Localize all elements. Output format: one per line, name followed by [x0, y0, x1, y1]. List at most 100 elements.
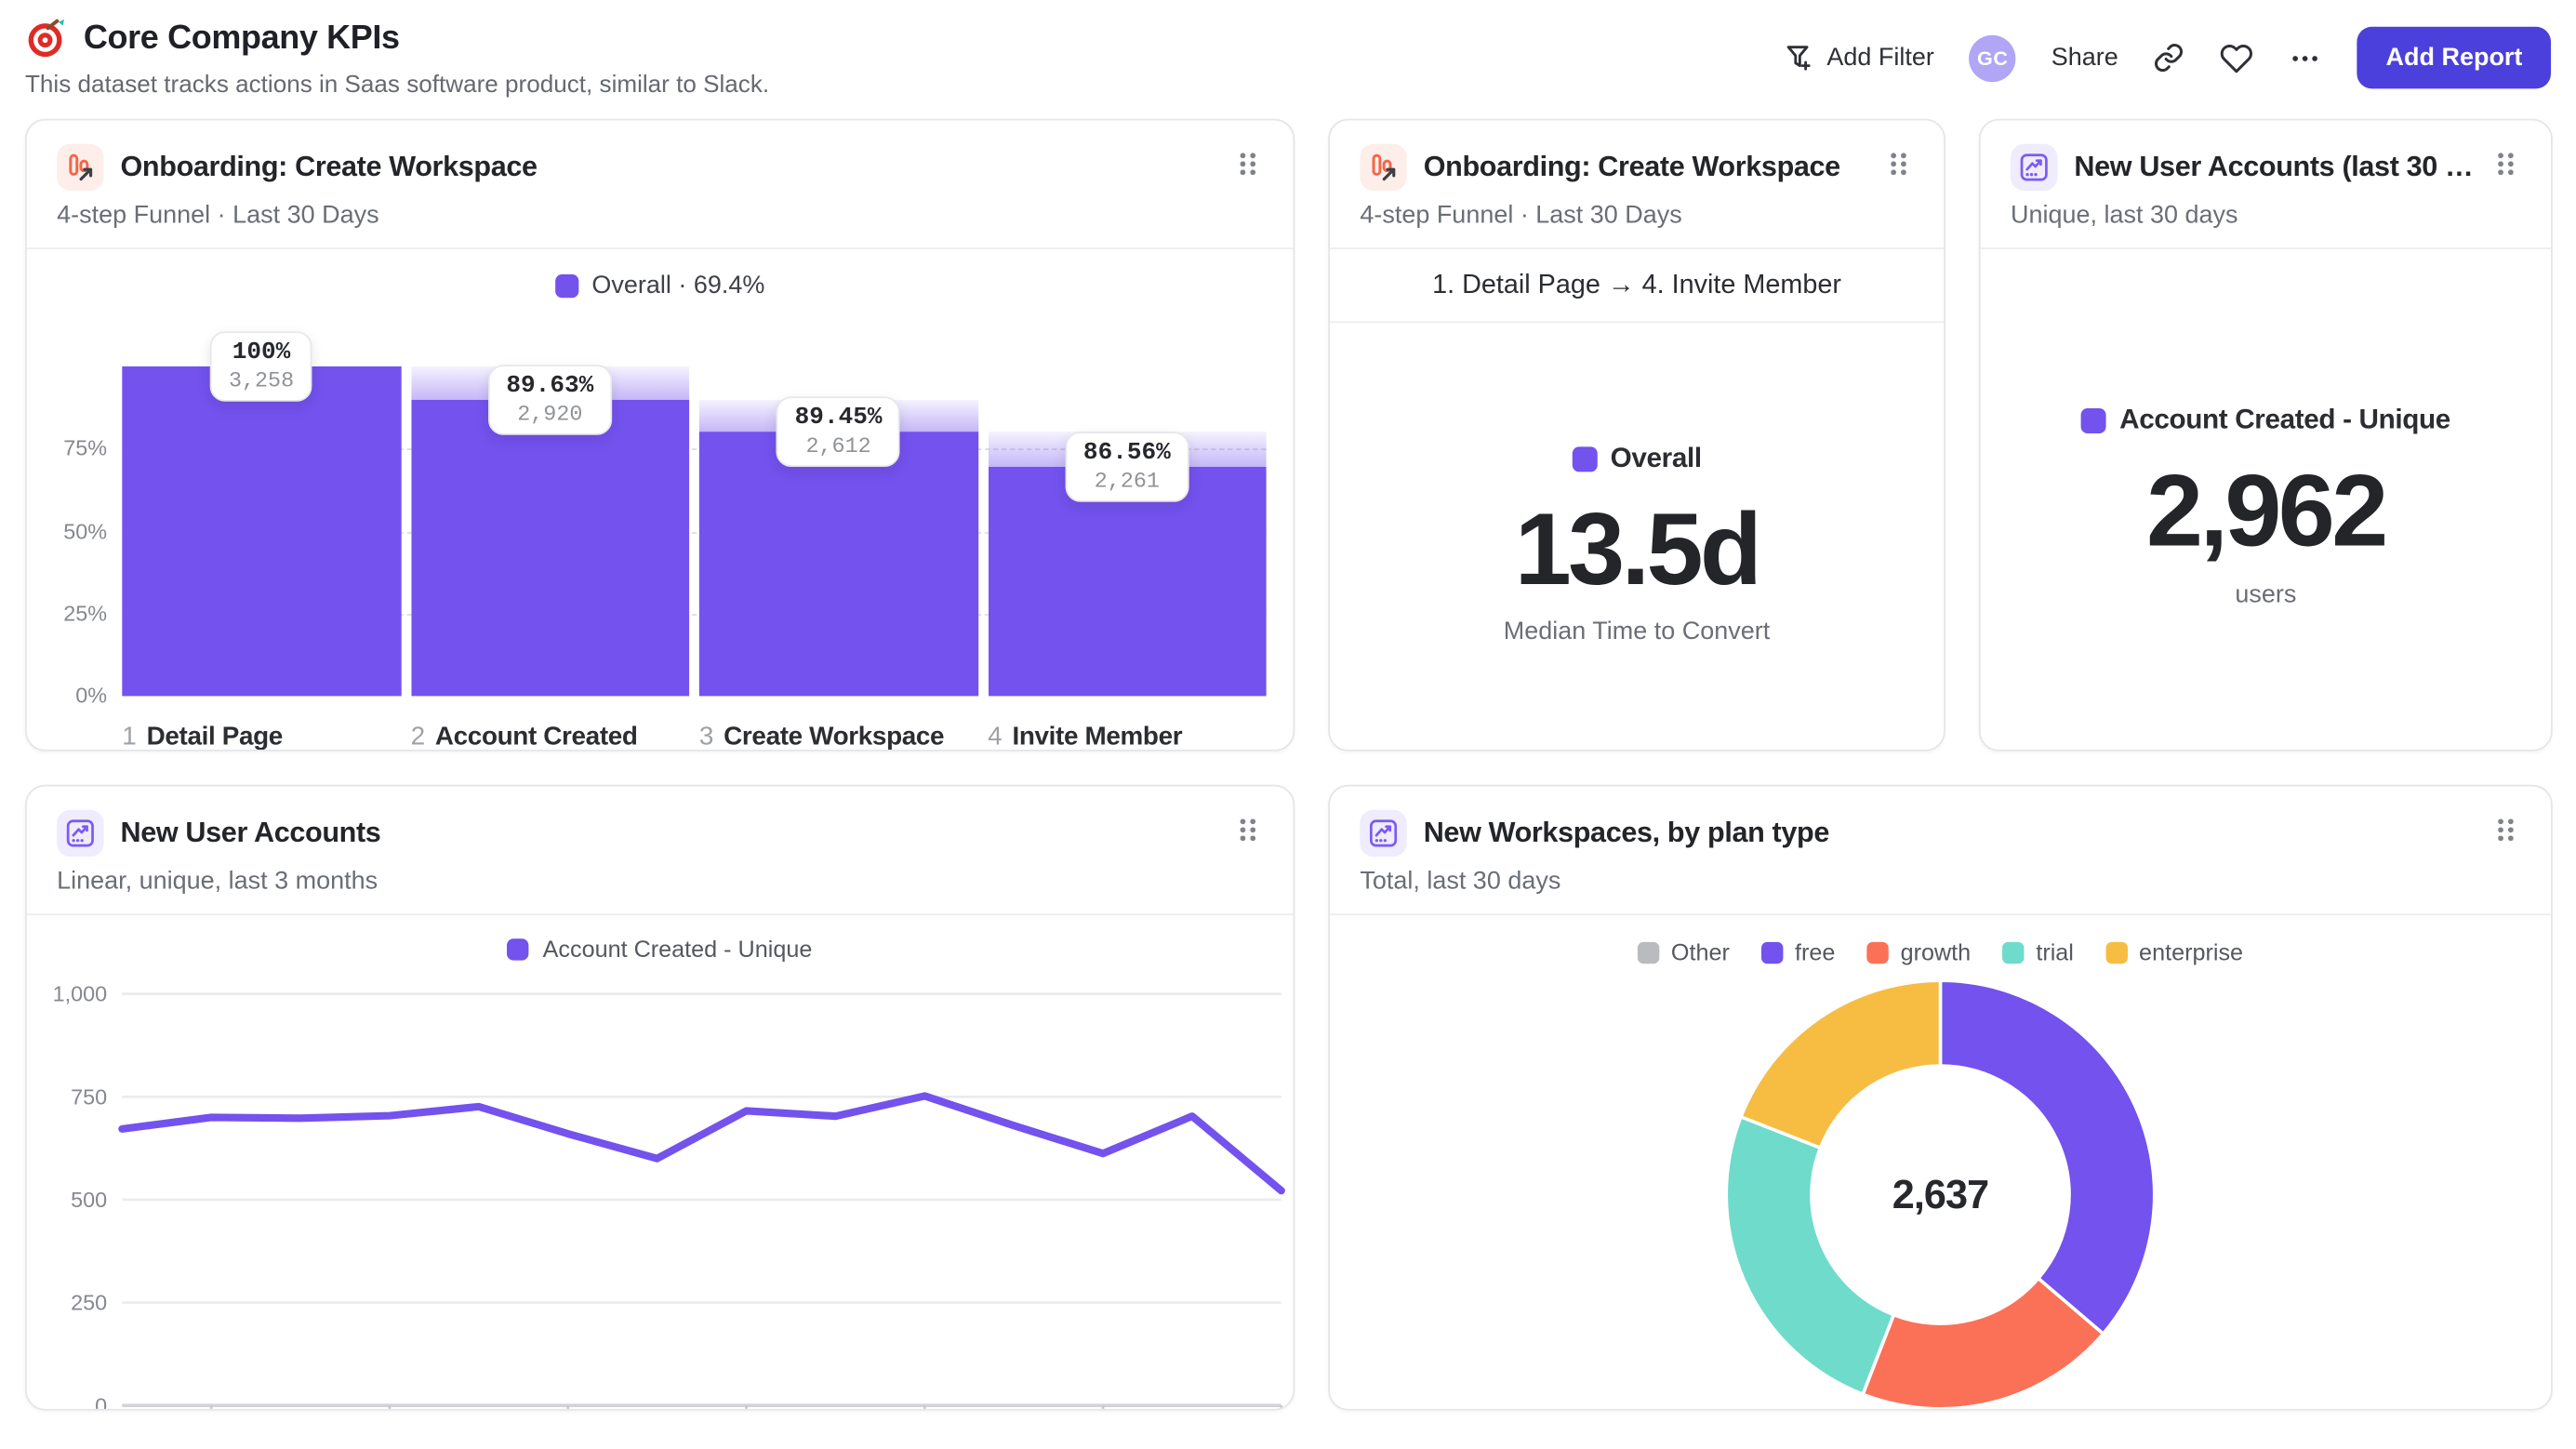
legend-label: trial [2036, 938, 2074, 966]
line-chart-icon [57, 809, 104, 857]
legend-swatch [1572, 446, 1598, 472]
card-subtitle: 4-step Funnel · Last 30 Days [1360, 200, 1682, 230]
donut-legend: Other free growth trial enterprise [1330, 938, 2551, 965]
line-ytick-label: 250 [71, 1291, 107, 1315]
donut-legend-item-free[interactable]: free [1761, 938, 1835, 965]
funnel-chart-icon [57, 143, 104, 192]
funnel-step-label: 4 Invite Member [988, 723, 1183, 751]
legend-label: Overall [1610, 443, 1702, 474]
funnel-chart[interactable]: 75% 50% 25% 0% 100% 3,258 89.63% 2,920 89.45% 2,6… [27, 326, 1294, 709]
donut-slice-free[interactable] [1938, 978, 2157, 1336]
card-new-user-accounts-30d: New User Accounts (last 30 days) Unique,… [1978, 118, 2553, 751]
legend-swatch [1637, 940, 1660, 964]
legend-swatch [2002, 940, 2025, 964]
card-title: New Workspaces, by plan type [1423, 816, 1830, 849]
metric-legend: Account Created - Unique [2080, 405, 2450, 437]
card-workspaces-by-plan: New Workspaces, by plan type Total, last… [1328, 784, 2553, 1411]
drag-handle-icon[interactable] [2490, 811, 2520, 857]
divider [1329, 913, 2552, 916]
unique-users-value: 2,962 [2146, 454, 2388, 568]
funnel-value-tooltip: 89.63% 2,920 [487, 365, 613, 436]
funnel-step-range: 1. Detail Page → 4. Invite Member [1432, 270, 1841, 299]
card-subtitle: 4-step Funnel · Last 30 Days [57, 200, 379, 230]
legend-swatch [1761, 940, 1784, 964]
funnel-step-label: 2 Account Created [410, 723, 638, 751]
divider [1980, 247, 2552, 250]
metric-area: Overall 13.5d Median Time to Convert [1330, 323, 1944, 750]
funnel-value-tooltip: 89.45% 2,612 [776, 396, 901, 468]
card-header: Onboarding: Create Workspace [27, 121, 1294, 192]
metric-area: Account Created - Unique 2,962 users [1981, 249, 2551, 750]
avatar[interactable]: GC [1969, 33, 2016, 82]
drag-handle-icon[interactable] [1883, 145, 1913, 191]
legend-swatch [2105, 940, 2128, 964]
page-header: Core Company KPIs This dataset tracks ac… [0, 0, 2576, 99]
card-title: New User Accounts (last 30 days) [2074, 150, 2475, 183]
funnel-gridline [122, 613, 1267, 616]
card-header: New User Accounts (last 30 days) [1981, 121, 2551, 192]
divider [1329, 247, 1945, 250]
line-chart-icon [1360, 809, 1407, 857]
funnel-ytick-label: 0% [75, 683, 108, 709]
copy-link-button[interactable] [2154, 42, 2185, 73]
donut-slice-growth[interactable] [1860, 1275, 2106, 1409]
drag-handle-icon[interactable] [1233, 811, 1263, 857]
line-ytick-label: 0 [95, 1393, 107, 1410]
funnel-bar-step-3[interactable] [698, 432, 978, 697]
funnel-bar-step-1[interactable] [122, 366, 401, 697]
divider [26, 247, 1294, 250]
donut-legend-item-growth[interactable]: growth [1866, 938, 1971, 965]
legend-label: Account Created - Unique [542, 935, 813, 963]
card-title: Onboarding: Create Workspace [1423, 150, 1841, 183]
donut-slice-trial[interactable] [1724, 1114, 1896, 1397]
donut-legend-item-other[interactable]: Other [1637, 938, 1730, 965]
legend-swatch [507, 937, 530, 960]
line-series[interactable] [118, 1092, 1285, 1195]
favorite-button[interactable] [2220, 41, 2253, 74]
funnel-step-label: 3 Create Workspace [698, 723, 945, 751]
legend-swatch [2080, 408, 2106, 434]
line-legend: Account Created - Unique [27, 935, 1294, 963]
card-header: New Workspaces, by plan type [1330, 787, 2551, 857]
donut-legend-item-trial[interactable]: trial [2002, 938, 2074, 965]
donut-svg[interactable] [1330, 965, 2551, 1411]
more-options-button[interactable] [2289, 41, 2322, 74]
funnel-chart-icon [1360, 143, 1407, 192]
line-chart-icon [2011, 143, 2058, 192]
add-report-button[interactable]: Add Report [2357, 26, 2552, 89]
card-title: New User Accounts [120, 816, 381, 849]
card-median-time: Onboarding: Create Workspace 4-step Funn… [1328, 118, 1945, 751]
funnel-gridline [122, 448, 1267, 451]
card-subtitle: Linear, unique, last 3 months [57, 866, 378, 896]
legend-label: Overall · 69.4% [591, 271, 765, 300]
metric-caption: users [2235, 579, 2297, 608]
donut-legend-item-enterprise[interactable]: enterprise [2105, 938, 2243, 965]
metric-caption: Median Time to Convert [1503, 617, 1771, 646]
median-time-value: 13.5d [1514, 491, 1762, 606]
card-subtitle: Total, last 30 days [1360, 866, 1561, 896]
card-subtitle: Unique, last 30 days [2011, 200, 2238, 230]
page-header-left: Core Company KPIs This dataset tracks ac… [25, 17, 769, 99]
legend-swatch [1866, 940, 1889, 964]
drag-handle-icon[interactable] [2490, 145, 2520, 191]
dashboard-row-1: Onboarding: Create Workspace 4-step Funn… [24, 118, 2553, 751]
card-title: Onboarding: Create Workspace [120, 150, 538, 183]
funnel-bar-step-4[interactable] [988, 467, 1267, 697]
drag-handle-icon[interactable] [1233, 145, 1263, 191]
page-title: Core Company KPIs [83, 19, 400, 57]
add-filter-button[interactable]: Add Filter [1784, 42, 1934, 73]
funnel-ytick-label: 75% [63, 435, 108, 461]
add-filter-label: Add Filter [1826, 43, 1934, 73]
funnel-value-tooltip: 100% 3,258 [210, 331, 312, 402]
filter-plus-icon [1784, 42, 1815, 73]
card-onboarding-funnel: Onboarding: Create Workspace 4-step Funn… [24, 118, 1295, 751]
funnel-ytick-label: 25% [63, 600, 108, 626]
donut-slice-enterprise[interactable] [1738, 978, 1943, 1150]
page-header-actions: Add Filter GC Share [1784, 26, 2552, 89]
card-new-user-accounts-trend: New User Accounts Linear, unique, last 3… [24, 784, 1295, 1411]
share-button[interactable]: Share [2052, 44, 2118, 73]
funnel-bar-step-2[interactable] [410, 400, 690, 697]
share-label: Share [2051, 43, 2118, 73]
